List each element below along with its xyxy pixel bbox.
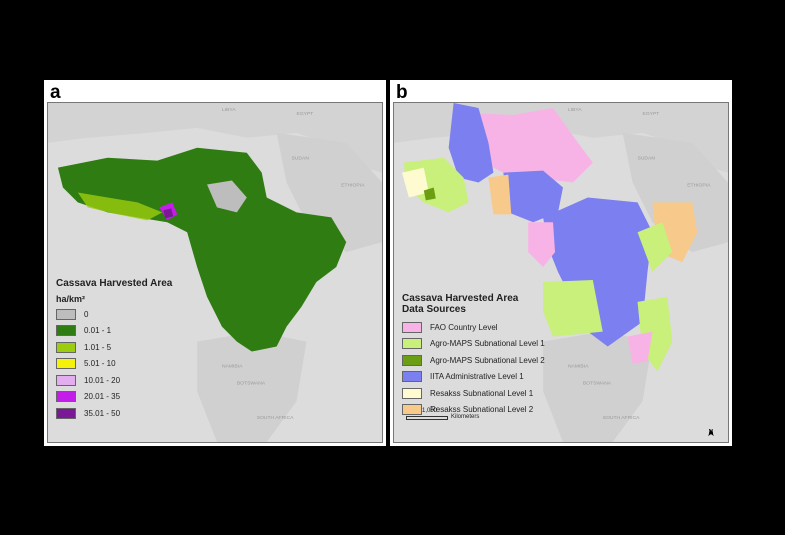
region-fao-central: [528, 222, 556, 268]
b-legend-swatch: [402, 371, 422, 383]
north-arrow: N: [702, 429, 720, 436]
b-legend-label: Resakss Subnational Level 2: [430, 405, 534, 415]
scale-value: 1,000: [422, 408, 438, 414]
a-legend-label: 20.01 - 35: [84, 392, 121, 402]
b-legend-item: IITA Administrative Level 1: [402, 369, 545, 386]
map-a: LIBYA EGYPT SUDAN ETHIOPIA NAMIBIA BOTSW…: [47, 102, 383, 443]
a-legend-item: 0.01 - 1: [56, 323, 172, 340]
a-legend-item: 10.01 - 20: [56, 372, 172, 389]
a-legend-label: 35.01 - 50: [84, 408, 121, 418]
legend-b-title-2: Data Sources: [402, 304, 466, 315]
a-legend-swatch: [56, 341, 76, 353]
map-a-svg: LIBYA EGYPT SUDAN ETHIOPIA NAMIBIA BOTSW…: [48, 103, 382, 442]
a-legend-label: 0: [84, 309, 89, 319]
b-legend-label: Agro-MAPS Subnational Level 1: [430, 339, 545, 349]
b-legend-item: Resakss Subnational Level 2: [402, 402, 545, 419]
a-legend-item: 0: [56, 306, 172, 323]
map-b: LIBYA EGYPT SUDAN ETHIOPIA NAMIBIA BOTSW…: [393, 102, 729, 443]
east-africa-land: [276, 132, 382, 253]
panel-letter-b: b: [396, 82, 408, 103]
a-legend-swatch: [56, 391, 76, 403]
legend-b-title-1: Cassava Harvested Area: [402, 293, 519, 304]
label-botswana: BOTSWANA: [237, 380, 266, 386]
label-egypt-b: EGYPT: [643, 111, 660, 117]
a-legend-label: 5.01 - 10: [84, 359, 116, 369]
region-fao-sahel: [463, 107, 593, 183]
b-legend-item: FAO Country Level: [402, 319, 545, 336]
legend-a-title: Cassava Harvested Area: [56, 278, 173, 289]
b-legend-label: FAO Country Level: [430, 322, 498, 332]
region-agromaps-l2-west: [423, 187, 436, 201]
cassava-hotspot-dark: [163, 208, 174, 219]
a-legend-item: 20.01 - 35: [56, 389, 172, 406]
a-legend-label: 10.01 - 20: [84, 375, 121, 385]
label-ethiopia-b: ETHIOPIA: [687, 183, 711, 189]
north-arrow-icon: [708, 429, 714, 436]
label-egypt: EGYPT: [297, 111, 314, 117]
a-legend-label: 0.01 - 1: [84, 326, 112, 336]
panel-letter-a: a: [50, 82, 61, 103]
label-libya: LIBYA: [222, 107, 236, 113]
label-south-africa-b: SOUTH AFRICA: [603, 415, 640, 421]
a-legend-swatch: [56, 358, 76, 370]
a-legend-swatch: [56, 308, 76, 320]
a-legend-item: 1.01 - 5: [56, 339, 172, 356]
label-ethiopia: ETHIOPIA: [341, 183, 365, 189]
panel-b: b LIBYA EGYPT SUDAN ETHIOPIA NAMIBIA: [390, 80, 732, 446]
region-resakss-l2: [488, 174, 512, 215]
a-legend-swatch: [56, 407, 76, 419]
b-legend-swatch: [402, 338, 422, 350]
b-legend-label: Resakss Subnational Level 1: [430, 388, 534, 398]
b-legend-label: IITA Administrative Level 1: [430, 372, 524, 382]
b-legend-label: Agro-MAPS Subnational Level 2: [430, 355, 545, 365]
a-legend-swatch: [56, 325, 76, 337]
east-africa-land-b: [622, 132, 728, 253]
b-legend-item: Agro-MAPS Subnational Level 1: [402, 336, 545, 353]
b-legend-swatch: [402, 404, 422, 416]
cassava-region: [57, 147, 347, 352]
b-legend-swatch: [402, 354, 422, 366]
cassava-high-density: [77, 192, 163, 221]
region-iita-central: [543, 197, 653, 347]
a-legend-item: 35.01 - 50: [56, 405, 172, 422]
region-resakss-west: [401, 167, 429, 198]
map-b-svg: LIBYA EGYPT SUDAN ETHIOPIA NAMIBIA BOTSW…: [394, 103, 728, 442]
legend-a-unit: ha/km²: [56, 294, 86, 304]
b-legend-swatch: [402, 321, 422, 333]
b-legend-item: Agro-MAPS Subnational Level 2: [402, 352, 545, 369]
scale-unit: Kilometers: [451, 414, 480, 420]
panel-a: a LIBYA EGYPT SUDAN ETHIOPIA NAMIBIA BOT…: [44, 80, 386, 446]
legend-a-items: 0 0.01 - 1 1.01 - 5 5.01 - 10 10.01 - 20 20.0…: [56, 306, 172, 422]
a-legend-item: 5.01 - 10: [56, 356, 172, 373]
southern-africa-land: [197, 331, 307, 442]
region-agromaps-south: [543, 279, 603, 337]
label-south-africa: SOUTH AFRICA: [257, 415, 294, 421]
b-legend-item: Resakss Subnational Level 1: [402, 385, 545, 402]
label-namibia: NAMIBIA: [222, 363, 243, 369]
b-legend-swatch: [402, 387, 422, 399]
region-agromaps-east: [637, 222, 673, 273]
label-sudan-b: SUDAN: [638, 156, 656, 162]
scale-bar: 1,000 Kilometers: [406, 408, 479, 420]
legend-b: Cassava Harvested Area Data Sources FAO …: [402, 293, 545, 418]
a-legend-swatch: [56, 374, 76, 386]
region-fao-southeast: [627, 331, 653, 364]
no-cassava-patch: [207, 180, 247, 213]
legend-b-items: FAO Country Level Agro-MAPS Subnational L…: [402, 319, 545, 418]
label-botswana-b: BOTSWANA: [583, 380, 612, 386]
region-iita-west: [448, 103, 494, 183]
scale-bar-graphic: [406, 415, 448, 420]
southern-africa-land-b: [543, 331, 653, 442]
region-iita-nigeria: [503, 170, 563, 223]
legend-a: Cassava Harvested Area ha/km² 0 0.01 - 1 1…: [56, 278, 172, 422]
a-legend-label: 1.01 - 5: [84, 342, 112, 352]
label-sudan: SUDAN: [292, 156, 310, 162]
label-namibia-b: NAMIBIA: [568, 363, 589, 369]
label-libya-b: LIBYA: [568, 107, 582, 113]
landmass-north: [48, 103, 382, 173]
